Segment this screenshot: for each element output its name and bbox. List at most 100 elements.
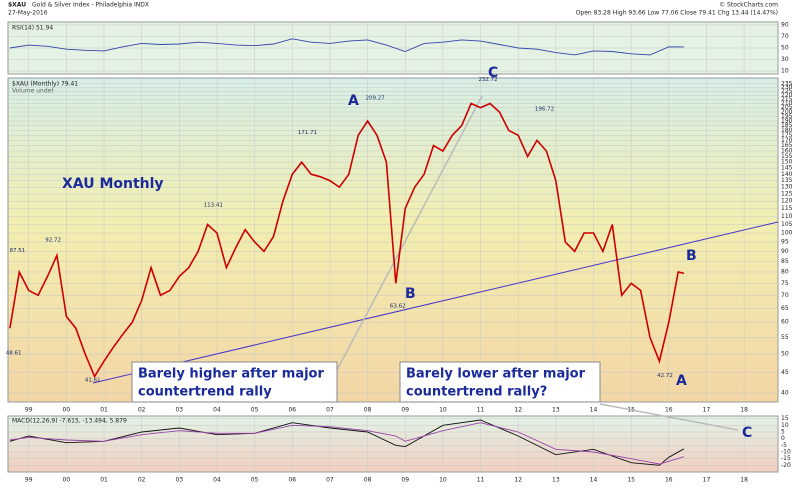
x-tick-label: 01 [100,477,108,484]
y-tick-label: 215 [781,96,793,103]
x-tick-label: 04 [213,407,221,414]
symbol: $XAU [8,2,26,9]
x-tick-label: 13 [552,477,560,484]
x-tick-label: 08 [364,477,372,484]
y-tick-label: 235 [781,80,793,87]
x-tick-label: 03 [175,477,183,484]
x-tick-label: 10 [439,477,447,484]
y-tick-label: 85 [781,258,789,265]
wave-label: A [348,93,359,109]
y-tick-label: 50 [781,351,789,358]
y-tick-label: 10 [781,68,789,75]
y-tick-label: -5 [781,442,787,449]
x-tick-label: 02 [138,407,146,414]
x-tick-label: 18 [740,477,748,484]
price-label: 92.72 [45,238,61,244]
y-tick-label: 45 [781,369,789,376]
y-tick-label: 90 [781,248,789,255]
y-tick-label: 50 [781,45,789,52]
y-tick-label: 190 [781,117,793,124]
y-tick-label: 205 [781,104,793,111]
x-tick-label: 11 [477,407,485,414]
x-tick-label: 12 [514,407,522,414]
note-box [131,361,338,403]
x-tick-label: 00 [63,477,71,484]
y-tick-label: 120 [781,198,793,205]
volume-label: Volume undef [12,88,54,95]
x-tick-label: 00 [63,407,71,414]
price-label: 171.71 [298,130,317,136]
x-tick-label: 17 [703,407,711,414]
x-tick-label: 15 [627,477,635,484]
y-tick-label: 10 [781,422,789,429]
grid: 9999000001010202030304040505060607070808… [8,21,793,484]
x-tick-label: 14 [590,477,598,484]
x-tick-label: 07 [326,407,334,414]
y-tick-label: 30 [781,56,789,63]
x-tick-label: 17 [703,477,711,484]
y-tick-label: 105 [781,221,793,228]
y-tick-label: 90 [781,21,789,28]
y-tick-label: 200 [781,109,793,116]
trendline [92,221,779,384]
y-tick-label: 135 [781,177,793,184]
y-tick-label: 110 [781,213,793,220]
x-tick-label: 09 [401,407,409,414]
y-tick-label: 140 [781,171,793,178]
y-tick-label: 170 [781,137,793,144]
price-label: 113.41 [204,203,223,209]
credit: © StockCharts.com [719,2,778,9]
chart-title: XAU Monthly [62,176,164,192]
y-tick-label: 160 [781,147,793,154]
y-tick-label: 65 [781,305,789,312]
plot: 48.61 87.51 92.72 41.61 113.41 171.71 209.27 63… [6,38,685,466]
quote: Open 83.28 High 93.66 Low 77.06 Close 79… [576,10,778,17]
x-tick-label: 06 [288,477,296,484]
x-tick-label: 11 [477,477,485,484]
rsi-label: RSI(14) 51.94 [12,25,53,32]
x-tick-label: 10 [439,407,447,414]
y-tick-label: 70 [781,33,789,40]
x-tick-label: 09 [401,477,409,484]
rally-pointer [599,403,739,431]
y-tick-label: 95 [781,238,789,245]
x-tick-label: 05 [251,407,259,414]
rally-pointer [335,95,483,373]
y-tick-label: 5 [781,429,785,436]
y-tick-label: 0 [781,435,785,442]
y-tick-label: 15 [781,415,789,422]
y-tick-label: 60 [781,319,789,326]
wave-label: B [405,286,416,302]
x-tick-label: 02 [138,477,146,484]
y-tick-label: 225 [781,88,793,95]
note-text: countertrend rally? [406,385,547,400]
x-tick-label: 14 [590,407,598,414]
y-tick-label: 125 [781,191,793,198]
price-label: 196.72 [535,106,554,112]
y-tick-label: 55 [781,334,789,341]
y-tick-label: 165 [781,142,793,149]
y-tick-label: 40 [781,390,789,397]
y-tick-label: 70 [781,292,789,299]
wave-label: B [686,248,697,264]
y-tick-label: 155 [781,153,793,160]
date: 27-May-2016 [8,10,48,17]
x-tick-label: 01 [100,407,108,414]
y-tick-label: 185 [781,122,793,129]
y-tick-label: -15 [781,455,791,462]
x-tick-label: 08 [364,407,372,414]
y-tick-label: 180 [781,127,793,134]
note-text: countertrend rally [138,385,272,400]
price-label: 63.62 [390,304,406,310]
x-tick-label: 12 [514,477,522,484]
y-tick-label: 80 [781,269,789,276]
index-name: Gold & Silver Index - Philadelphia INDX [32,2,149,9]
wave-label: A [676,373,687,389]
x-tick-label: 99 [25,407,33,414]
x-tick-label: 06 [288,407,296,414]
x-tick-label: 16 [665,407,673,414]
macd-line [9,419,685,466]
macd-label: MACD(12,26,9) -7.615, -13.494, 5.879 [12,418,127,425]
y-tick-label: 230 [781,84,793,91]
x-tick-label: 05 [251,477,259,484]
